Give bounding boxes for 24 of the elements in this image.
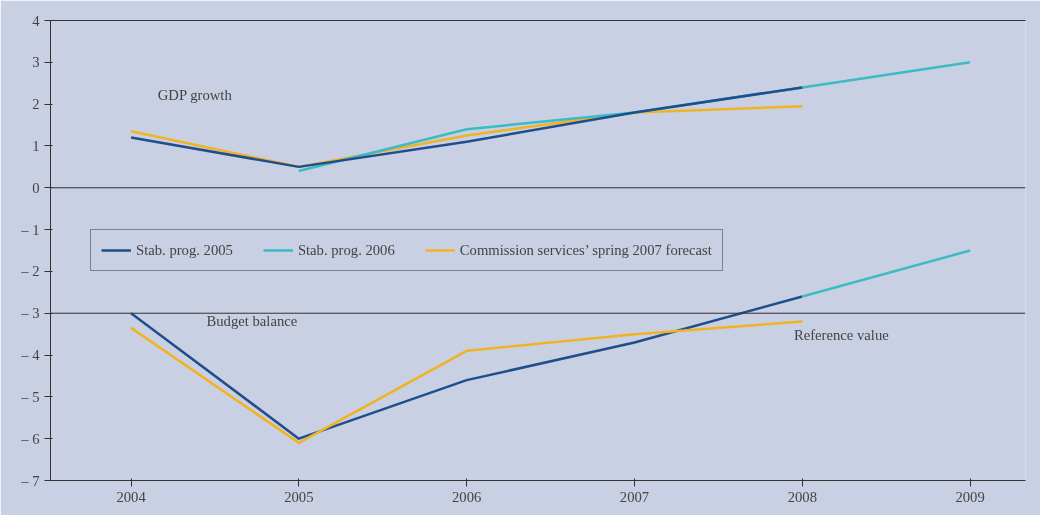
legend-label: Commission services’ spring 2007 forecast (459, 241, 712, 259)
y-tick-label: – 7 (20, 472, 40, 489)
ref-line-label: Reference value (793, 326, 889, 343)
y-tick-label: – 2 (20, 263, 40, 280)
y-tick-label: – 6 (20, 430, 40, 447)
y-tick-label: 3 (32, 54, 40, 71)
y-tick-label: 2 (32, 96, 40, 113)
y-tick-label: – 3 (20, 305, 40, 322)
y-tick-label: – 5 (20, 388, 40, 405)
x-tick-label: 2007 (619, 488, 650, 505)
y-tick-label: 0 (32, 179, 40, 196)
y-tick-label: 4 (32, 12, 41, 29)
annotation: Budget balance (206, 312, 298, 329)
annotation: GDP growth (157, 87, 233, 104)
y-tick-label: – 1 (20, 221, 40, 238)
x-tick-label: 2006 (452, 488, 482, 505)
legend-label: Stab. prog. 2005 (136, 241, 233, 259)
legend-label: Stab. prog. 2006 (297, 241, 395, 259)
x-tick-label: 2005 (284, 488, 314, 505)
y-tick-label: 1 (32, 137, 40, 154)
x-tick-label: 2008 (787, 488, 817, 505)
x-tick-label: 2009 (955, 488, 985, 505)
x-tick-label: 2004 (116, 488, 147, 505)
y-tick-label: – 4 (20, 347, 41, 364)
